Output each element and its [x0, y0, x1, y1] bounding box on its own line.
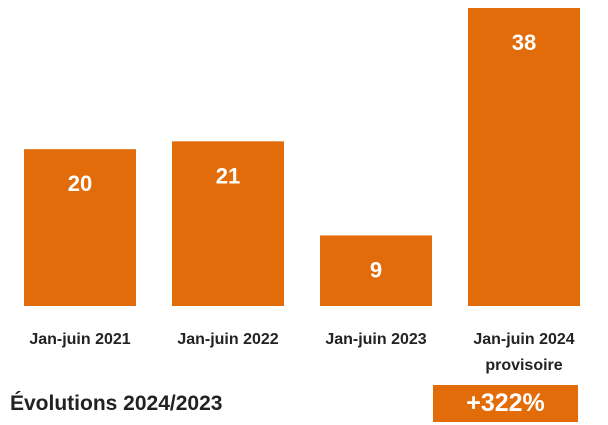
category-label-1: Jan-juin 2021 — [29, 331, 130, 348]
bar-1 — [24, 149, 136, 306]
bar-4 — [468, 8, 580, 306]
bar-labels-layer: 20 21 9 38 — [68, 30, 536, 282]
bar-value-label-2: 21 — [216, 163, 240, 188]
category-label-3: Jan-juin 2023 — [325, 331, 426, 348]
bar-3 — [320, 235, 432, 306]
category-labels-layer: Jan-juin 2021 Jan-juin 2022 Jan-juin 2023 J… — [29, 331, 574, 374]
bars-layer — [24, 8, 580, 306]
evolution-label: Évolutions 2024/2023 — [10, 392, 223, 415]
bar-2 — [172, 141, 284, 306]
category-label-2: Jan-juin 2022 — [177, 331, 278, 348]
bar-value-label-1: 20 — [68, 171, 92, 196]
evolution-value: +322% — [466, 389, 545, 417]
category-label-4: Jan-juin 2024 — [473, 331, 574, 348]
evolution-badge: +322% — [433, 385, 578, 422]
category-sublabel-4: provisoire — [485, 357, 562, 374]
bar-value-label-4: 38 — [512, 30, 536, 55]
bar-value-label-3: 9 — [370, 257, 382, 282]
